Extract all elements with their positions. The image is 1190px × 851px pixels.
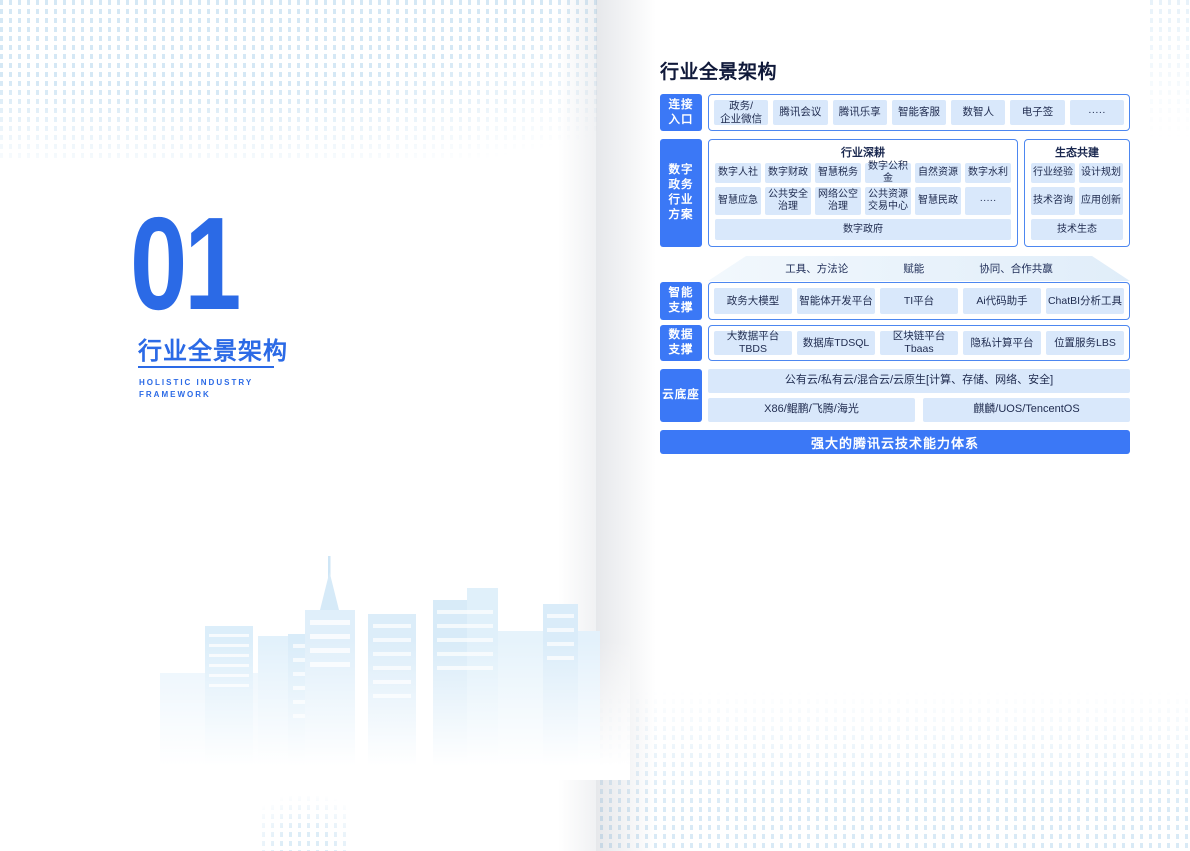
diagram-heading: 行业全景架构	[660, 62, 778, 83]
ecosystem-panel: 生态共建 行业经验 设计规划 技术咨询 应用创新 技术生态	[1024, 139, 1130, 247]
cloud-stack: 公有云/私有云/混合云/云原生[计算、存储、网络、安全] X86/鲲鹏/飞腾/海…	[708, 369, 1130, 422]
industry-footer: 数字政府	[715, 219, 1011, 240]
ecosystem-item: 设计规划	[1079, 163, 1123, 183]
chapter-title: 行业全景架构	[138, 338, 288, 365]
ecosystem-item: 技术咨询	[1031, 187, 1075, 215]
cloud-hardware-row: X86/鲲鹏/飞腾/海光 麒麟/UOS/TencentOS	[708, 398, 1130, 422]
entry-item: 数智人	[951, 100, 1006, 125]
row-entry-box: 政务/ 企业微信 腾讯会议 腾讯乐享 智能客服 数智人 电子签 ·····	[708, 94, 1130, 131]
row-entry-label-line1: 连接	[668, 98, 694, 111]
row-data: 数据 支撑 大数据平台TBDS 数据库TDSQL 区块链平台Tbaas 隐私计算…	[660, 325, 1130, 361]
row-intelligence-box: 政务大模型 智能体开发平台 TI平台 Ai代码助手 ChatBI分析工具	[708, 282, 1130, 320]
row-data-label-line2: 支撑	[668, 344, 694, 356]
data-item: 区块链平台Tbaas	[880, 330, 958, 355]
intelligence-item: ChatBI分析工具	[1046, 288, 1124, 314]
entry-item: 电子签	[1010, 100, 1065, 125]
ecosystem-grid: 行业经验 设计规划 技术咨询 应用创新 技术生态	[1031, 163, 1123, 241]
left-page: 01 行业全景架构 HOLISTIC INDUSTRY FRAMEWORK	[130, 190, 630, 780]
row-intelligence-label-line2: 支撑	[668, 302, 694, 314]
ecosystem-item: 应用创新	[1079, 187, 1123, 215]
chapter-subtitle: HOLISTIC INDUSTRY FRAMEWORK	[139, 377, 253, 401]
data-item: 隐私计算平台	[963, 331, 1041, 355]
data-item: 数据库TDSQL	[797, 331, 875, 355]
chapter-subtitle-line2: FRAMEWORK	[139, 390, 211, 399]
architecture-diagram: 行业全景架构 连接 入口 政务/ 企业微信 腾讯会议 腾讯乐享 智能客服 数智人…	[660, 0, 1130, 851]
title-underline	[138, 366, 274, 368]
industry-item: 智慧应急	[715, 187, 761, 215]
ecosystem-panel-header: 生态共建	[1055, 147, 1099, 159]
row-intelligence-label-line1: 智能	[668, 287, 694, 300]
cloud-os-cell: 麒麟/UOS/TencentOS	[923, 398, 1130, 422]
connector-item: 赋能	[903, 263, 925, 275]
industry-item: 数字人社	[715, 163, 761, 183]
connector-item: 协同、合作共赢	[979, 263, 1053, 275]
industry-item: 网络公空 治理	[815, 187, 861, 215]
row-solutions-label-line3: 行业	[668, 194, 694, 206]
intelligence-item: Ai代码助手	[963, 288, 1041, 314]
row-data-label-line1: 数据	[668, 329, 694, 342]
industry-item: 数字财政	[765, 163, 811, 183]
connector-trapezoid: 工具、方法论 赋能 协同、合作共赢	[708, 256, 1130, 281]
row-entry-label: 连接 入口	[660, 94, 702, 131]
ecosystem-footer: 技术生态	[1031, 219, 1123, 240]
entry-item-more: ·····	[1069, 100, 1124, 125]
data-item: 大数据平台TBDS	[714, 330, 792, 355]
industry-item: 自然资源	[915, 163, 961, 183]
industry-item: 数字水利	[965, 163, 1011, 183]
row-cloud-label: 云底座	[660, 369, 702, 422]
industry-item: 智慧民政	[915, 187, 961, 215]
row-solutions: 数字 政务 行业 方案 行业深耕 数字人社 数字财政 智慧税务 数字公积金 自然…	[660, 139, 1130, 247]
industry-panel: 行业深耕 数字人社 数字财政 智慧税务 数字公积金 自然资源 数字水利 智慧应急…	[708, 139, 1018, 247]
row-data-box: 大数据平台TBDS 数据库TDSQL 区块链平台Tbaas 隐私计算平台 位置服…	[708, 325, 1130, 361]
data-item: 位置服务LBS	[1046, 331, 1124, 355]
industry-grid: 数字人社 数字财政 智慧税务 数字公积金 自然资源 数字水利 智慧应急 公共安全…	[715, 161, 1011, 241]
entry-item: 腾讯会议	[773, 100, 828, 125]
skyline-fade-overlay	[130, 640, 630, 780]
row-solutions-label-line2: 政务	[668, 179, 694, 192]
cloud-platform-cell: 公有云/私有云/混合云/云原生[计算、存储、网络、安全]	[708, 369, 1130, 393]
chapter-number: 01	[130, 190, 241, 337]
entry-item: 政务/ 企业微信	[714, 100, 769, 125]
row-cloud-label-text: 云底座	[662, 389, 700, 402]
industry-item: 公共安全 治理	[765, 187, 811, 215]
connector-item: 工具、方法论	[785, 263, 849, 275]
entry-item: 智能客服	[891, 100, 947, 125]
cloud-cpu-cell: X86/鲲鹏/飞腾/海光	[708, 398, 915, 422]
row-intelligence-label: 智能 支撑	[660, 282, 702, 320]
industry-panel-header: 行业深耕	[841, 147, 885, 159]
industry-item: 数字公积金	[865, 161, 911, 184]
industry-item: 公共资源 交易中心	[865, 187, 911, 215]
row-intelligence: 智能 支撑 政务大模型 智能体开发平台 TI平台 Ai代码助手 ChatBI分析…	[660, 282, 1130, 320]
industry-item: 智慧税务	[815, 163, 861, 183]
row-cloud: 云底座 公有云/私有云/混合云/云原生[计算、存储、网络、安全] X86/鲲鹏/…	[660, 369, 1130, 422]
row-entry: 连接 入口 政务/ 企业微信 腾讯会议 腾讯乐享 智能客服 数智人 电子签 ··…	[660, 94, 1130, 131]
ecosystem-item: 行业经验	[1031, 163, 1075, 183]
entry-item: 腾讯乐享	[832, 100, 887, 125]
tencent-cloud-capability-bar: 强大的腾讯云技术能力体系	[660, 430, 1130, 454]
row-solutions-label: 数字 政务 行业 方案	[660, 139, 702, 247]
row-entry-label-line2: 入口	[668, 113, 694, 126]
intelligence-item: TI平台	[880, 288, 958, 314]
intelligence-item: 政务大模型	[714, 288, 792, 314]
row-solutions-label-line1: 数字	[668, 164, 694, 177]
chapter-subtitle-line1: HOLISTIC INDUSTRY	[139, 378, 254, 387]
row-data-label: 数据 支撑	[660, 325, 702, 361]
dot-pattern-top-right	[1150, 0, 1190, 140]
row-solutions-label-line4: 方案	[668, 208, 694, 221]
industry-item-more: ·····	[965, 187, 1011, 215]
intelligence-item: 智能体开发平台	[797, 288, 875, 314]
